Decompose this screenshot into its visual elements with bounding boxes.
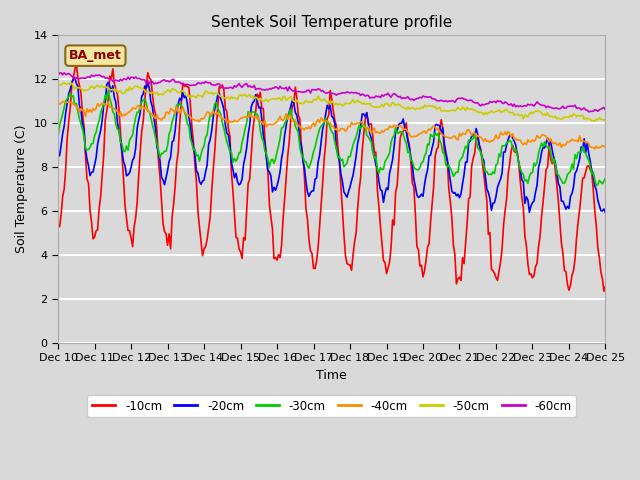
Text: BA_met: BA_met: [69, 49, 122, 62]
Legend: -10cm, -20cm, -30cm, -40cm, -50cm, -60cm: -10cm, -20cm, -30cm, -40cm, -50cm, -60cm: [87, 395, 577, 417]
Title: Sentek Soil Temperature profile: Sentek Soil Temperature profile: [211, 15, 452, 30]
X-axis label: Time: Time: [316, 369, 347, 382]
Y-axis label: Soil Temperature (C): Soil Temperature (C): [15, 125, 28, 253]
